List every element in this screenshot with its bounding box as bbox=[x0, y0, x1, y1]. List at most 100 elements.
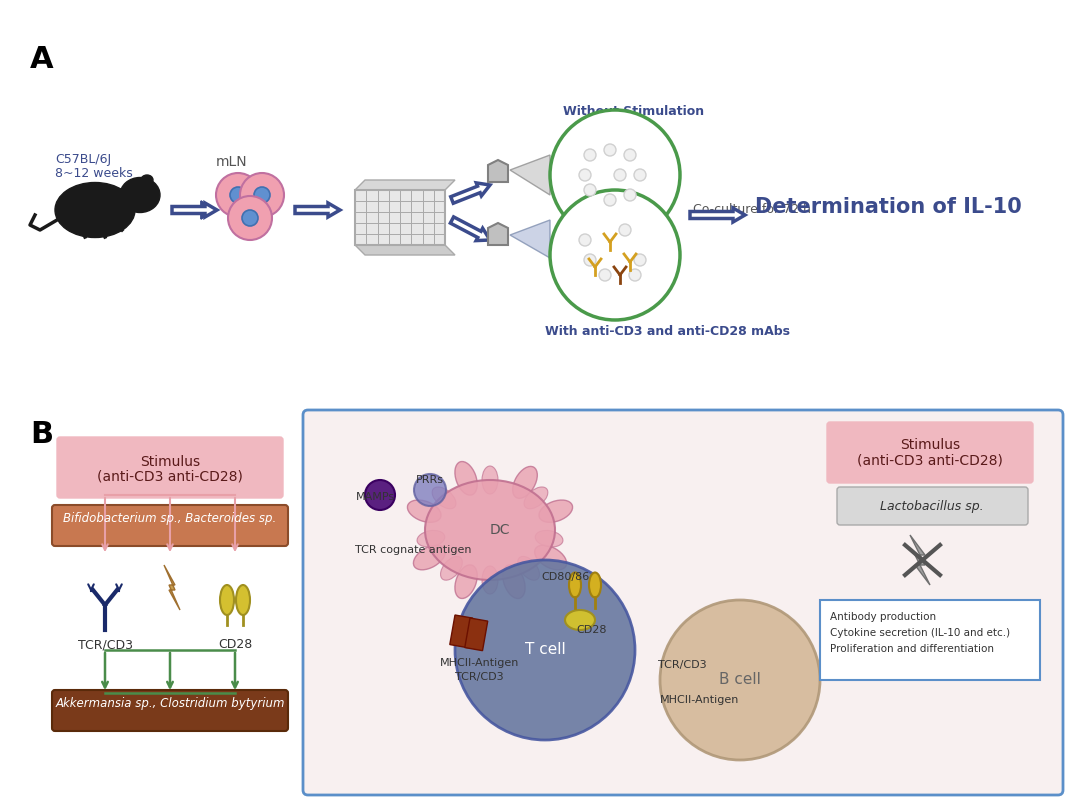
Ellipse shape bbox=[536, 530, 563, 547]
Text: CD80/86: CD80/86 bbox=[541, 572, 589, 582]
Ellipse shape bbox=[482, 466, 498, 494]
Circle shape bbox=[254, 187, 270, 203]
FancyBboxPatch shape bbox=[52, 505, 288, 546]
Text: CD28: CD28 bbox=[577, 625, 607, 635]
Text: TCR cognate antigen: TCR cognate antigen bbox=[355, 545, 472, 555]
Text: MHCII-Antigen: MHCII-Antigen bbox=[660, 695, 740, 705]
Polygon shape bbox=[164, 565, 180, 610]
Bar bbox=[464, 618, 488, 650]
Circle shape bbox=[615, 169, 626, 181]
Circle shape bbox=[216, 173, 260, 217]
Text: 8~12 weeks: 8~12 weeks bbox=[55, 167, 133, 180]
Ellipse shape bbox=[482, 566, 498, 594]
Polygon shape bbox=[355, 180, 455, 190]
Ellipse shape bbox=[426, 480, 555, 580]
Text: mLN: mLN bbox=[216, 155, 247, 169]
Circle shape bbox=[240, 173, 284, 217]
Ellipse shape bbox=[417, 530, 445, 547]
FancyBboxPatch shape bbox=[57, 437, 283, 498]
Text: Determination of IL-10: Determination of IL-10 bbox=[755, 197, 1022, 217]
Text: TCR/CD3: TCR/CD3 bbox=[455, 672, 503, 682]
Ellipse shape bbox=[141, 175, 153, 185]
FancyBboxPatch shape bbox=[52, 690, 288, 731]
FancyBboxPatch shape bbox=[303, 410, 1063, 795]
Text: Antibody production: Antibody production bbox=[831, 612, 936, 622]
FancyBboxPatch shape bbox=[837, 487, 1028, 525]
Text: Stimulus: Stimulus bbox=[900, 438, 960, 452]
Circle shape bbox=[550, 190, 680, 320]
Ellipse shape bbox=[524, 487, 548, 508]
Polygon shape bbox=[355, 245, 455, 255]
Text: C57BL/6J: C57BL/6J bbox=[55, 153, 111, 166]
Text: CD28: CD28 bbox=[218, 638, 252, 651]
Circle shape bbox=[619, 224, 631, 236]
Circle shape bbox=[455, 560, 635, 740]
Text: (anti-CD3 anti-CD28): (anti-CD3 anti-CD28) bbox=[97, 470, 243, 484]
FancyBboxPatch shape bbox=[827, 422, 1032, 483]
Circle shape bbox=[579, 234, 591, 246]
Circle shape bbox=[584, 254, 596, 266]
Polygon shape bbox=[510, 220, 550, 258]
Ellipse shape bbox=[589, 573, 600, 597]
Ellipse shape bbox=[432, 487, 456, 508]
Circle shape bbox=[634, 169, 646, 181]
Ellipse shape bbox=[407, 500, 441, 522]
Text: A: A bbox=[30, 45, 54, 74]
Circle shape bbox=[365, 480, 395, 510]
FancyArrow shape bbox=[295, 203, 340, 217]
Ellipse shape bbox=[455, 565, 477, 598]
Ellipse shape bbox=[503, 565, 525, 598]
Ellipse shape bbox=[220, 585, 234, 615]
Text: (anti-CD3 anti-CD28): (anti-CD3 anti-CD28) bbox=[858, 453, 1003, 467]
FancyArrow shape bbox=[175, 201, 213, 219]
Circle shape bbox=[242, 210, 258, 226]
Ellipse shape bbox=[513, 467, 538, 498]
Text: Stimulus: Stimulus bbox=[140, 455, 200, 469]
Circle shape bbox=[604, 144, 616, 156]
FancyArrow shape bbox=[172, 203, 217, 217]
Text: Akkermansia sp., Clostridium bytyrium: Akkermansia sp., Clostridium bytyrium bbox=[55, 697, 285, 710]
Circle shape bbox=[414, 474, 446, 506]
Circle shape bbox=[660, 600, 820, 760]
Text: T cell: T cell bbox=[525, 642, 565, 658]
Ellipse shape bbox=[120, 177, 160, 213]
Circle shape bbox=[634, 254, 646, 266]
Ellipse shape bbox=[55, 183, 135, 237]
Circle shape bbox=[604, 194, 616, 206]
Ellipse shape bbox=[565, 610, 595, 630]
Text: TCR/CD3: TCR/CD3 bbox=[78, 638, 133, 651]
Ellipse shape bbox=[455, 461, 477, 495]
Ellipse shape bbox=[237, 585, 249, 615]
FancyArrow shape bbox=[450, 183, 490, 203]
Ellipse shape bbox=[569, 573, 581, 597]
Text: DC: DC bbox=[489, 523, 510, 537]
Text: Cytokine secretion (IL-10 and etc.): Cytokine secretion (IL-10 and etc.) bbox=[831, 628, 1010, 638]
Ellipse shape bbox=[414, 545, 445, 569]
Circle shape bbox=[579, 169, 591, 181]
Circle shape bbox=[624, 149, 636, 161]
Circle shape bbox=[550, 110, 680, 240]
Bar bbox=[820, 600, 1040, 680]
Circle shape bbox=[230, 187, 246, 203]
Text: PRRs: PRRs bbox=[416, 475, 444, 485]
Circle shape bbox=[599, 269, 611, 281]
Text: Co-culture for 72 h: Co-culture for 72 h bbox=[693, 203, 811, 216]
Bar bbox=[449, 615, 473, 648]
Circle shape bbox=[228, 196, 272, 240]
Text: Without Stimulation: Without Stimulation bbox=[563, 105, 704, 118]
Circle shape bbox=[584, 184, 596, 196]
Ellipse shape bbox=[539, 500, 572, 522]
Text: Lactobacillus sp.: Lactobacillus sp. bbox=[880, 500, 984, 513]
Polygon shape bbox=[910, 535, 930, 585]
FancyArrow shape bbox=[450, 217, 490, 241]
Text: Bifidobacterium sp., Bacteroides sp.: Bifidobacterium sp., Bacteroides sp. bbox=[64, 512, 276, 525]
Bar bbox=[355, 190, 445, 245]
Ellipse shape bbox=[441, 557, 462, 580]
Circle shape bbox=[624, 189, 636, 201]
Text: MHCII-Antigen: MHCII-Antigen bbox=[440, 658, 519, 668]
Text: MAMPs: MAMPs bbox=[356, 492, 395, 502]
Text: B: B bbox=[30, 420, 53, 449]
Circle shape bbox=[629, 269, 642, 281]
Text: B cell: B cell bbox=[719, 673, 761, 687]
Ellipse shape bbox=[517, 557, 539, 580]
